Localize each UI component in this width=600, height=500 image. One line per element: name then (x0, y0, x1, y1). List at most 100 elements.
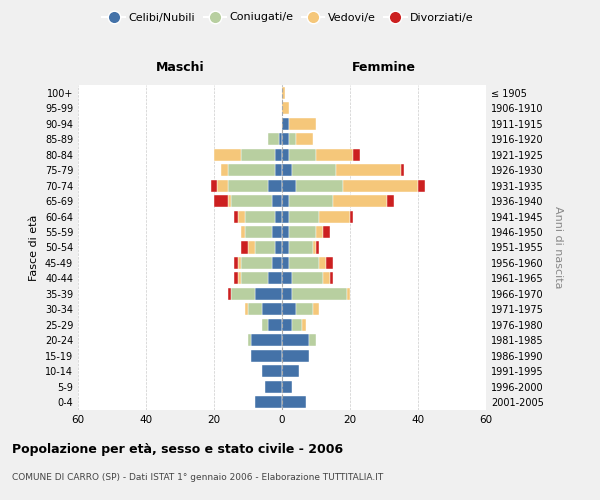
Bar (289, 148, 316, 160)
Bar (388, 195, 394, 207)
Bar (282, 102, 289, 114)
Text: Femmine: Femmine (352, 61, 416, 74)
Bar (282, 257, 289, 269)
Bar (275, 164, 282, 176)
Text: Maschi: Maschi (155, 61, 205, 74)
Bar (282, 350, 309, 362)
Bar (235, 257, 238, 269)
Bar (350, 210, 353, 222)
Text: Popolazione per età, sesso e stato civile - 2006: Popolazione per età, sesso e stato civil… (12, 442, 343, 456)
Bar (248, 334, 251, 346)
Bar (282, 366, 299, 378)
Bar (227, 164, 275, 176)
Bar (289, 133, 296, 145)
Bar (282, 226, 289, 238)
Bar (214, 148, 241, 160)
Bar (323, 272, 329, 284)
Bar (292, 319, 302, 331)
Bar (272, 195, 282, 207)
Bar (268, 272, 282, 284)
Bar (282, 304, 296, 316)
Bar (227, 288, 231, 300)
Bar (289, 118, 316, 130)
Bar (313, 304, 319, 316)
Bar (268, 180, 282, 192)
Bar (275, 210, 282, 222)
Bar (245, 210, 275, 222)
Bar (282, 242, 289, 254)
Bar (241, 242, 248, 254)
Bar (272, 257, 282, 269)
Y-axis label: Anni di nascita: Anni di nascita (553, 206, 563, 288)
Bar (282, 381, 292, 393)
Y-axis label: Fasce di età: Fasce di età (29, 214, 39, 280)
Bar (353, 148, 360, 160)
Bar (282, 133, 289, 145)
Bar (282, 272, 292, 284)
Bar (302, 319, 306, 331)
Bar (289, 210, 319, 222)
Bar (347, 288, 350, 300)
Bar (329, 272, 333, 284)
Bar (289, 226, 316, 238)
Bar (262, 319, 268, 331)
Bar (289, 195, 333, 207)
Bar (227, 195, 231, 207)
Bar (316, 148, 353, 160)
Bar (272, 226, 282, 238)
Bar (255, 288, 282, 300)
Bar (248, 304, 262, 316)
Bar (296, 133, 313, 145)
Bar (313, 242, 316, 254)
Legend: Celibi/Nubili, Coniugati/e, Vedovi/e, Divorziati/e: Celibi/Nubili, Coniugati/e, Vedovi/e, Di… (98, 8, 478, 27)
Bar (238, 210, 245, 222)
Bar (292, 272, 323, 284)
Bar (245, 304, 248, 316)
Bar (289, 242, 313, 254)
Bar (282, 210, 289, 222)
Bar (289, 257, 319, 269)
Text: COMUNE DI CARRO (SP) - Dati ISTAT 1° gennaio 2006 - Elaborazione TUTTITALIA.IT: COMUNE DI CARRO (SP) - Dati ISTAT 1° gen… (12, 472, 383, 482)
Bar (227, 180, 268, 192)
Bar (296, 180, 343, 192)
Bar (241, 272, 268, 284)
Bar (316, 242, 319, 254)
Bar (275, 242, 282, 254)
Bar (214, 195, 227, 207)
Bar (251, 350, 282, 362)
Bar (221, 164, 227, 176)
Bar (268, 133, 278, 145)
Bar (337, 164, 401, 176)
Bar (248, 242, 255, 254)
Bar (292, 164, 337, 176)
Bar (231, 288, 255, 300)
Bar (319, 257, 326, 269)
Bar (262, 304, 282, 316)
Bar (217, 180, 227, 192)
Bar (265, 381, 282, 393)
Bar (319, 210, 350, 222)
Bar (282, 180, 296, 192)
Bar (323, 226, 329, 238)
Bar (268, 319, 282, 331)
Bar (292, 288, 347, 300)
Bar (316, 226, 323, 238)
Bar (275, 148, 282, 160)
Bar (278, 133, 282, 145)
Bar (343, 180, 418, 192)
Bar (245, 226, 272, 238)
Bar (238, 272, 241, 284)
Bar (309, 334, 316, 346)
Bar (282, 148, 289, 160)
Bar (282, 319, 292, 331)
Bar (241, 226, 245, 238)
Bar (262, 366, 282, 378)
Bar (333, 195, 388, 207)
Bar (282, 334, 309, 346)
Bar (326, 257, 333, 269)
Bar (296, 304, 313, 316)
Bar (211, 180, 217, 192)
Bar (251, 334, 282, 346)
Bar (282, 288, 292, 300)
Bar (418, 180, 425, 192)
